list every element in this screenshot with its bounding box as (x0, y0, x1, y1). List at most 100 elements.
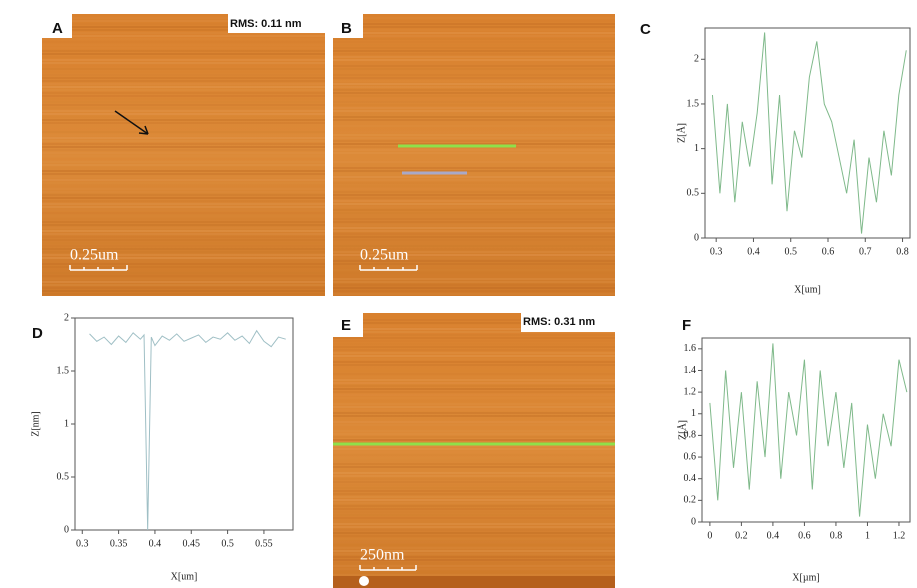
texture (42, 290, 325, 292)
y-axis-label: Z[nm] (30, 411, 41, 437)
texture (333, 334, 615, 336)
texture (42, 89, 325, 91)
texture (333, 361, 615, 363)
texture (333, 454, 615, 456)
texture (333, 26, 615, 28)
texture (333, 445, 615, 447)
scale-bar (69, 265, 128, 271)
texture (333, 161, 615, 163)
texture (333, 125, 615, 127)
y-tick-label: 2 (694, 54, 699, 65)
y-tick-label: 2 (64, 312, 69, 323)
texture (42, 188, 325, 190)
texture (333, 287, 615, 289)
texture (333, 134, 615, 136)
texture (42, 179, 325, 181)
texture (333, 376, 615, 378)
x-tick-label: 0.3 (76, 538, 89, 549)
texture (333, 325, 615, 327)
texture (333, 17, 615, 19)
x-tick-label: 0.55 (255, 538, 273, 549)
texture (42, 119, 325, 121)
texture (333, 194, 615, 196)
y-tick-label: 0.8 (684, 430, 697, 441)
texture (333, 77, 615, 79)
scale-bar (359, 565, 417, 571)
texture (42, 167, 325, 169)
y-tick-label: 1.2 (684, 386, 697, 397)
texture (333, 478, 615, 480)
texture (42, 134, 325, 136)
texture (42, 86, 325, 88)
texture (333, 544, 615, 546)
x-tick-label: 0.8 (896, 246, 909, 257)
y-tick-label: 0.4 (684, 473, 697, 484)
texture (333, 167, 615, 169)
texture (333, 176, 615, 178)
texture (42, 65, 325, 67)
texture (333, 254, 615, 256)
texture (333, 59, 615, 61)
texture (333, 104, 615, 106)
texture (333, 188, 615, 190)
texture (333, 337, 615, 339)
label-box (333, 14, 363, 38)
texture (42, 158, 325, 160)
x-tick-label: 0.45 (183, 538, 201, 549)
x-tick-label: 0.2 (735, 530, 748, 541)
scale-label: 250nm (360, 547, 405, 564)
texture (333, 50, 615, 52)
x-tick-label: 0.5 (221, 538, 234, 549)
texture (333, 319, 615, 321)
texture (333, 107, 615, 109)
texture (333, 92, 615, 94)
texture (42, 245, 325, 247)
texture (42, 20, 325, 22)
texture (42, 41, 325, 43)
texture (333, 463, 615, 465)
texture (333, 439, 615, 441)
label-box (521, 313, 615, 332)
texture (42, 257, 325, 259)
texture (333, 472, 615, 474)
profile-line (89, 329, 286, 531)
texture (42, 185, 325, 187)
texture (333, 227, 615, 229)
texture (333, 83, 615, 85)
texture (42, 23, 325, 25)
texture (42, 233, 325, 235)
texture (333, 284, 615, 286)
scale-label: 0.25um (70, 247, 119, 264)
texture (333, 32, 615, 34)
texture (42, 287, 325, 289)
texture (42, 95, 325, 97)
texture (333, 251, 615, 253)
texture (333, 430, 615, 432)
afm-image (42, 14, 325, 296)
texture (333, 517, 615, 519)
texture (333, 421, 615, 423)
x-tick-label: 0.35 (110, 538, 128, 549)
texture (42, 38, 325, 40)
texture (333, 41, 615, 43)
texture (333, 400, 615, 402)
texture (333, 397, 615, 399)
texture (42, 200, 325, 202)
texture (333, 427, 615, 429)
texture (333, 122, 615, 124)
texture (42, 77, 325, 79)
texture (42, 125, 325, 127)
texture (333, 236, 615, 238)
texture (42, 206, 325, 208)
texture (42, 74, 325, 76)
texture (42, 221, 325, 223)
texture (333, 448, 615, 450)
y-axis-label: Z[Å] (675, 123, 687, 143)
y-tick-label: 1.5 (57, 365, 70, 376)
texture (42, 131, 325, 133)
texture (333, 68, 615, 70)
texture (333, 56, 615, 58)
texture (333, 293, 615, 295)
texture (333, 424, 615, 426)
texture (42, 116, 325, 118)
